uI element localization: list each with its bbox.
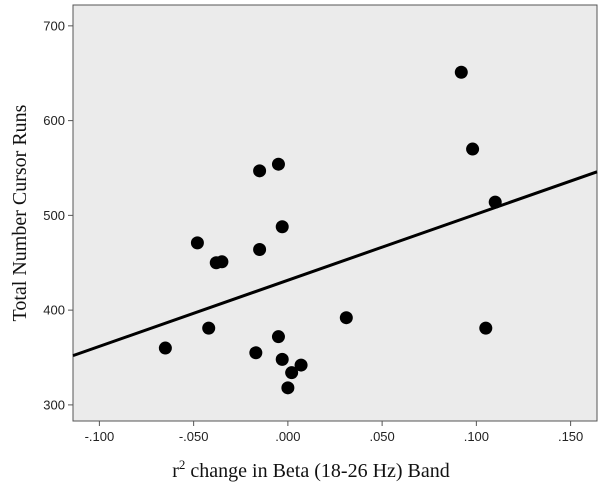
y-tick-label: 700	[43, 18, 65, 33]
data-point	[281, 381, 295, 395]
data-point	[454, 65, 468, 79]
data-point	[488, 195, 502, 209]
x-axis-title: r2 change in Beta (18-26 Hz) Band	[172, 457, 450, 482]
data-point	[479, 321, 493, 335]
data-point	[275, 220, 289, 234]
data-point	[202, 321, 216, 335]
x-tick-label: -.100	[85, 429, 115, 444]
data-points	[158, 65, 502, 395]
y-tick-label: 600	[43, 113, 65, 128]
x-axis-title-superscript: 2	[179, 457, 186, 472]
data-point	[190, 236, 204, 250]
y-tick-label: 300	[43, 397, 65, 412]
x-tick-label: .150	[558, 429, 583, 444]
data-point	[271, 330, 285, 344]
x-tick-label: .000	[275, 429, 300, 444]
data-point	[275, 352, 289, 366]
data-point	[466, 142, 480, 156]
x-tick-label: .050	[369, 429, 394, 444]
data-point	[253, 242, 267, 256]
x-axis-title-base: r	[172, 460, 179, 482]
data-point	[215, 255, 229, 269]
axis-ticks	[68, 25, 572, 426]
x-tick-label: -.050	[179, 429, 209, 444]
y-tick-label: 500	[43, 208, 65, 223]
regression-line	[72, 170, 598, 358]
data-point	[158, 341, 172, 355]
plot-area	[72, 4, 598, 422]
x-tick-label: .100	[464, 429, 489, 444]
data-point	[253, 164, 267, 178]
y-axis-title: Total Number Cursor Runs	[9, 104, 31, 321]
data-point	[339, 311, 353, 325]
data-point	[249, 346, 263, 360]
x-axis-title-rest: change in Beta (18-26 Hz) Band	[185, 460, 449, 482]
data-point	[271, 157, 285, 171]
data-point	[285, 366, 299, 380]
data-point	[294, 358, 308, 372]
y-tick-label: 400	[43, 303, 65, 318]
tick-labels: -.100 -.050 .000 .050 .100 .150 300 400 500 600 70…	[43, 18, 583, 444]
